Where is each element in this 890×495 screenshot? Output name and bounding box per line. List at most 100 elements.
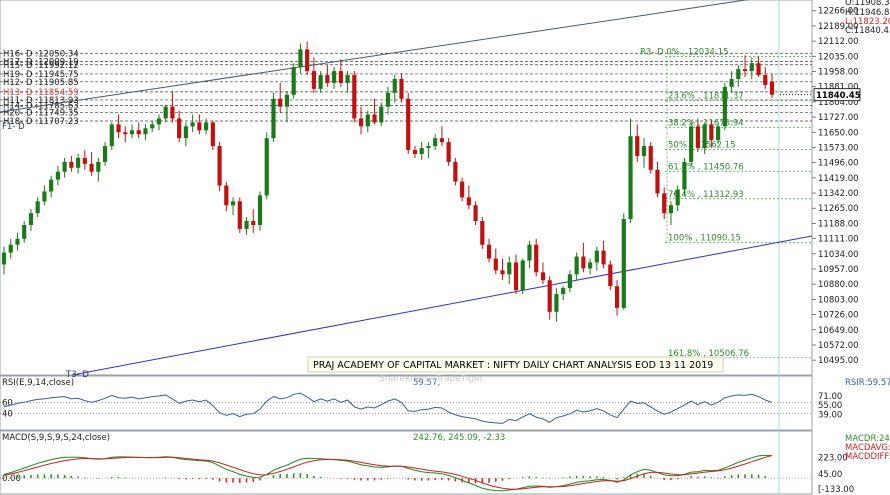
candle-down	[278, 98, 283, 107]
candle-up	[689, 126, 694, 162]
candle-up	[183, 126, 188, 139]
candle-down	[614, 286, 620, 308]
candle-down	[136, 130, 141, 135]
candle-up	[507, 262, 512, 275]
macd-tick-left: 0.00	[2, 474, 21, 484]
level-label: H14- D :11785.63	[3, 102, 79, 112]
level-label: H19- D :11945.75	[3, 70, 79, 80]
price-tick-label: 11342.00	[818, 189, 859, 199]
macd-right-macdr: MACDR:242.76	[845, 434, 890, 444]
candle-up	[291, 67, 296, 95]
candle-up	[722, 86, 727, 127]
macd-tick-right: 45.00	[818, 470, 842, 480]
candle-up	[15, 238, 20, 245]
candle-up	[318, 75, 323, 89]
candle-up	[22, 224, 27, 239]
candle-down	[69, 161, 74, 168]
level-label: H17- D :12009.19	[3, 57, 79, 67]
candle-up	[433, 138, 438, 147]
candle-up	[257, 195, 263, 225]
candle-down	[251, 221, 256, 225]
rsi-panel-frame	[0, 375, 813, 431]
candle-up	[527, 244, 532, 261]
watermark: Sharekhan - TradeTiger	[379, 374, 484, 384]
fib-label: 50% , 11562.15	[668, 141, 736, 151]
candle-up	[682, 161, 687, 190]
price-tick-label: 10726.00	[818, 311, 859, 321]
candle-up	[628, 136, 633, 220]
macd-signal-line	[3, 455, 773, 490]
candle-up	[109, 124, 114, 147]
candle-up	[561, 288, 566, 295]
candle-up	[55, 171, 60, 180]
candle-up	[1, 252, 7, 265]
ohlc-close: C:11840.45	[845, 26, 890, 36]
fib-label: 100% , 11090.15	[668, 234, 741, 244]
level-label: H20- D :11749.35	[3, 109, 79, 119]
candle-up	[8, 244, 13, 253]
candle-down	[406, 98, 411, 151]
candle-up	[230, 201, 236, 206]
ohlc-open-partial: O:11908.30	[845, 0, 890, 8]
candle-down	[763, 75, 768, 85]
candle-down	[493, 258, 498, 271]
rsi-tick-right: 39.00	[818, 410, 842, 420]
candle-up	[284, 94, 290, 107]
price-tick-label: 11419.00	[818, 174, 859, 184]
candle-down	[648, 146, 653, 170]
price-tick-label: 11188.00	[818, 219, 859, 229]
candle-up	[28, 213, 34, 225]
fib-label: 23.6% , 11811.37	[668, 91, 744, 101]
candle-up	[96, 161, 101, 172]
candle-down	[338, 71, 343, 83]
candle-up	[554, 294, 559, 312]
candle-down	[709, 124, 714, 141]
candle-up	[385, 92, 391, 107]
candle-down	[460, 181, 465, 198]
candle-up	[156, 118, 162, 125]
price-tick-label: 11111.00	[818, 235, 859, 245]
price-tick-label: 10803.00	[818, 295, 859, 305]
candle-up	[419, 148, 424, 154]
candle-down	[82, 157, 87, 164]
price-tick-label: 12112.00	[818, 37, 859, 47]
price-tick-label: 11727.00	[818, 113, 859, 123]
level-label: H18- D :11707.23	[3, 117, 79, 127]
rsi-line	[3, 392, 773, 424]
rsi-label: RSI(E,9,14,close)	[2, 378, 74, 388]
candle-down	[89, 163, 94, 172]
candle-up	[641, 146, 647, 156]
candle-down	[534, 244, 539, 273]
candle-down	[662, 193, 667, 214]
candle-up	[244, 221, 249, 229]
trendline-t3	[71, 235, 813, 376]
candle-up	[49, 179, 54, 192]
price-tick-label: 12266.00	[818, 7, 859, 17]
fib-label: R3- D 0% , 12034.15	[640, 47, 728, 57]
price-tick-label: 11881.00	[818, 83, 859, 93]
candle-up	[588, 262, 593, 269]
candle-down	[237, 201, 242, 229]
macd-right-macddiff: MACDDIFF:-2.33	[845, 452, 890, 462]
candle-up	[271, 98, 276, 139]
price-tick-label: 11958.00	[818, 68, 859, 78]
candle-up	[567, 274, 572, 289]
price-panel-frame	[0, 0, 813, 376]
candle-down	[473, 205, 478, 222]
candle-down	[305, 49, 310, 72]
fib-label: 61.8% , 11450.76	[668, 163, 744, 173]
rsi-tick-right: 71.00	[818, 392, 842, 402]
candle-down	[466, 197, 471, 206]
candle-up	[749, 63, 754, 72]
candle-up	[729, 78, 734, 87]
candle-down	[412, 150, 418, 154]
trendline-f1-label: F1- D	[2, 122, 25, 132]
candle-down	[635, 136, 640, 156]
fib-label: 161.8% , 10506.76	[668, 349, 749, 359]
macd-right-macdavg: MACDAVG:245.09	[845, 443, 890, 453]
candle-up	[594, 250, 599, 263]
candle-up	[621, 219, 626, 308]
candle-up	[574, 256, 579, 275]
candle-down	[123, 132, 128, 135]
